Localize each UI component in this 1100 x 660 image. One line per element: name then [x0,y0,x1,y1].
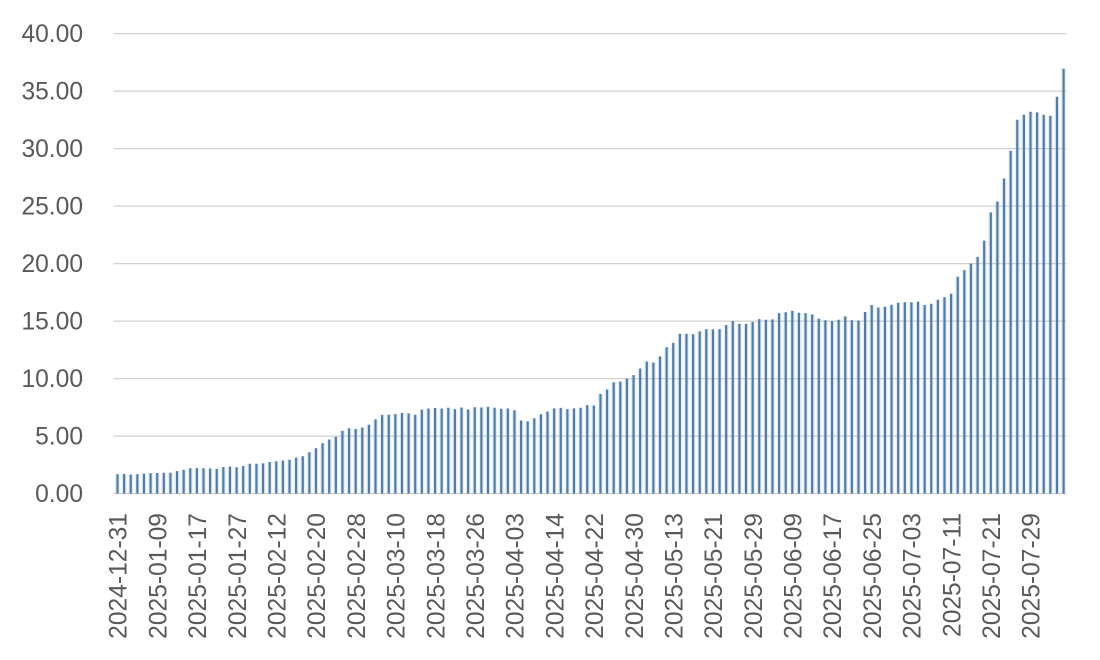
svg-text:2025-04-03: 2025-04-03 [503,513,530,639]
svg-text:2025-06-25: 2025-06-25 [860,513,887,639]
svg-text:2025-04-14: 2025-04-14 [542,513,569,639]
svg-text:20.00: 20.00 [21,251,83,278]
svg-text:25.00: 25.00 [21,194,83,221]
svg-text:2025-04-30: 2025-04-30 [622,513,649,639]
svg-text:2025-06-17: 2025-06-17 [820,513,847,639]
svg-text:2025-03-18: 2025-03-18 [423,513,450,639]
svg-text:2025-02-12: 2025-02-12 [264,513,291,639]
svg-text:10.00: 10.00 [21,366,83,393]
svg-text:2025-03-26: 2025-03-26 [463,513,490,639]
svg-text:5.00: 5.00 [35,424,83,451]
svg-text:2025-07-03: 2025-07-03 [900,513,927,639]
svg-text:0.00: 0.00 [35,481,83,508]
svg-text:2025-04-22: 2025-04-22 [582,513,609,639]
svg-text:2025-07-21: 2025-07-21 [979,513,1006,639]
svg-text:40.00: 40.00 [21,21,83,48]
svg-text:35.00: 35.00 [21,79,83,106]
svg-text:2025-01-09: 2025-01-09 [145,513,172,639]
svg-text:2025-01-27: 2025-01-27 [225,513,252,639]
svg-text:2025-02-28: 2025-02-28 [344,513,371,639]
svg-text:2025-03-10: 2025-03-10 [384,513,411,639]
svg-text:2025-05-21: 2025-05-21 [701,513,728,639]
svg-text:2025-05-29: 2025-05-29 [741,513,768,639]
svg-text:2025-06-09: 2025-06-09 [781,513,808,639]
svg-text:2024-12-31: 2024-12-31 [106,513,133,639]
svg-text:30.00: 30.00 [21,136,83,163]
svg-text:15.00: 15.00 [21,309,83,336]
svg-text:2025-05-13: 2025-05-13 [661,513,688,639]
svg-text:2025-01-17: 2025-01-17 [185,513,212,639]
svg-text:2025-07-29: 2025-07-29 [1019,513,1046,639]
svg-text:2025-07-11: 2025-07-11 [939,513,966,637]
svg-text:2025-02-20: 2025-02-20 [304,513,331,639]
